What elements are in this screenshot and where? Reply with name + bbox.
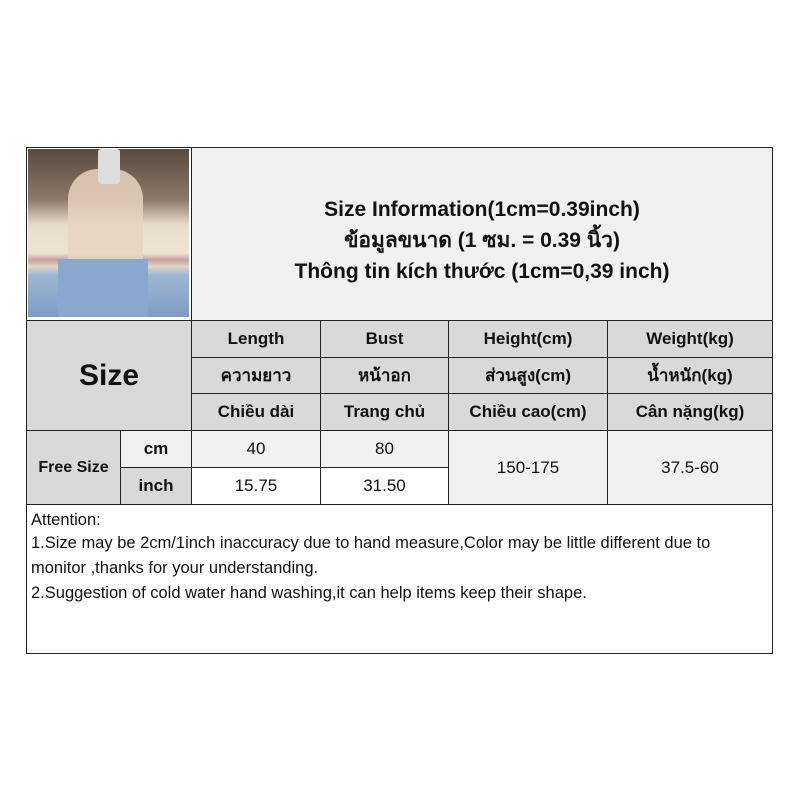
col-weight-en: Weight(kg) [607, 320, 773, 358]
unit-cm: cm [120, 430, 192, 468]
attention-line-2: 2.Suggestion of cold water hand washing,… [31, 584, 587, 602]
col-bust-en: Bust [320, 320, 449, 358]
title-th: ข้อมูลขนาด (1 ซม. = 0.39 นิ้ว) [344, 228, 620, 252]
bust-cm: 80 [320, 430, 449, 468]
size-header: Size [26, 320, 192, 431]
attention-block: Attention: 1.Size may be 2cm/1inch inacc… [26, 504, 773, 654]
col-length-th: ความยาว [191, 357, 321, 394]
unit-inch: inch [120, 467, 192, 505]
length-cm: 40 [191, 430, 321, 468]
height-value: 150-175 [448, 430, 608, 505]
length-inch: 15.75 [191, 467, 321, 505]
col-height-vi: Chiều cao(cm) [448, 393, 608, 431]
bust-inch: 31.50 [320, 467, 449, 505]
title-vi: Thông tin kích thước (1cm=0,39 inch) [294, 259, 670, 283]
weight-value: 37.5-60 [607, 430, 773, 505]
col-length-vi: Chiều dài [191, 393, 321, 431]
title-block: Size Information(1cm=0.39inch) ข้อมูลขนา… [191, 147, 773, 321]
col-length-en: Length [191, 320, 321, 358]
product-photo [28, 149, 189, 317]
col-weight-th: น้ำหนัก(kg) [607, 357, 773, 394]
title-en: Size Information(1cm=0.39inch) [324, 197, 640, 221]
attention-heading: Attention: [31, 511, 101, 529]
col-weight-vi: Cân nặng(kg) [607, 393, 773, 431]
attention-line-1: 1.Size may be 2cm/1inch inaccuracy due t… [31, 534, 711, 577]
col-height-th: ส่วนสูง(cm) [448, 357, 608, 394]
col-bust-th: หน้าอก [320, 357, 449, 394]
col-height-en: Height(cm) [448, 320, 608, 358]
free-size-label: Free Size [26, 430, 121, 505]
col-bust-vi: Trang chủ [320, 393, 449, 431]
